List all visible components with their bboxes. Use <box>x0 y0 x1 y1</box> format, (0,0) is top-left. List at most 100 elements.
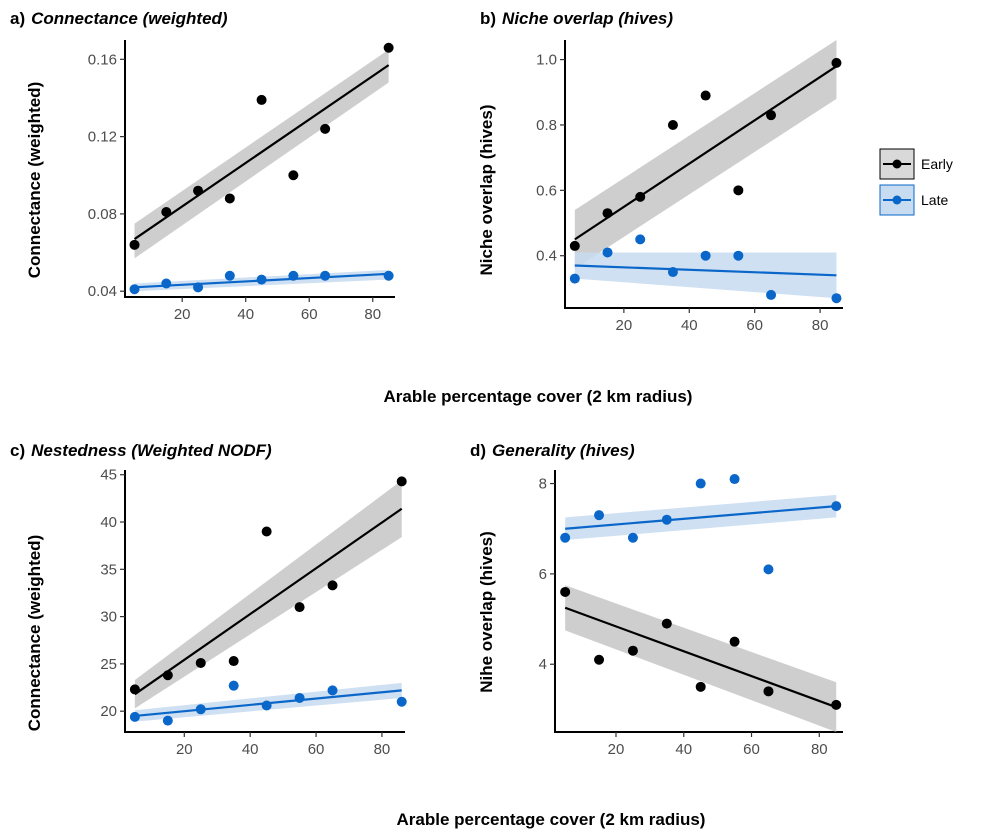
x-tick-label: 40 <box>242 741 259 758</box>
late-data-point <box>195 704 206 715</box>
late-data-point <box>569 273 580 284</box>
late-data-point <box>256 274 267 285</box>
late-data-point <box>602 247 613 258</box>
late-data-point <box>594 510 605 521</box>
legend-early-marker <box>892 159 902 169</box>
y-tick-label: 0.08 <box>88 206 117 223</box>
panel-a-title-text: Connectance (weighted) <box>31 9 228 28</box>
early-data-point <box>224 193 235 204</box>
y-tick-label: 0.12 <box>88 129 117 146</box>
early-fit-line <box>574 65 838 241</box>
late-data-point <box>129 284 140 295</box>
early-data-point <box>193 185 204 196</box>
panel-b-ylabel: Niche overlap (hives) <box>477 104 496 275</box>
early-data-point <box>228 656 239 667</box>
late-data-point <box>700 250 711 261</box>
late-data-point <box>327 685 338 696</box>
early-fit-line <box>133 64 390 240</box>
panel-c-title-text: Nestedness (Weighted NODF) <box>31 441 272 460</box>
y-tick-label: 0.4 <box>536 248 557 265</box>
panel-c-title: c) Nestedness (Weighted NODF) <box>10 441 272 460</box>
early-data-point <box>288 170 299 181</box>
early-data-point <box>256 94 267 105</box>
late-data-point <box>831 293 842 304</box>
early-data-point <box>560 586 571 597</box>
late-data-point <box>224 270 235 281</box>
x-tick-label: 40 <box>681 317 698 334</box>
late-data-point <box>228 680 239 691</box>
late-data-point <box>766 289 777 300</box>
y-tick-label: 6 <box>539 566 547 583</box>
legend-label-late: Late <box>921 192 948 208</box>
early-data-point <box>162 670 173 681</box>
late-data-point <box>733 250 744 261</box>
early-data-point <box>383 42 394 53</box>
early-fit-line <box>134 507 403 696</box>
y-tick-label: 8 <box>539 476 547 493</box>
x-tick-label: 80 <box>374 741 391 758</box>
x-tick-label: 40 <box>237 306 254 323</box>
late-data-point <box>635 234 646 245</box>
x-tick-label: 20 <box>176 741 193 758</box>
early-data-point <box>320 123 331 134</box>
x-tick-label: 60 <box>301 306 318 323</box>
y-tick-label: 0.16 <box>88 51 117 68</box>
early-data-point <box>661 618 672 629</box>
panel-b-plot: 0.4 0.6 0.8 1.0 20 40 60 80 <box>536 40 843 334</box>
late-data-point <box>831 501 842 512</box>
y-tick-label: 25 <box>100 656 117 673</box>
x-tick-label: 20 <box>174 306 191 323</box>
legend-label-early: Early <box>921 156 953 172</box>
late-data-point <box>763 564 774 575</box>
panel-a-plot: 0.04 0.08 0.12 0.16 20 40 60 80 <box>88 40 395 323</box>
early-confidence-band <box>134 480 402 709</box>
early-data-point <box>161 206 172 217</box>
late-data-point <box>661 514 672 525</box>
late-data-point <box>162 715 173 726</box>
x-tick-label: 80 <box>812 317 829 334</box>
early-fit-line <box>564 606 837 709</box>
x-tick-label: 60 <box>308 741 325 758</box>
late-confidence-band <box>574 252 837 299</box>
early-data-point <box>700 90 711 101</box>
late-data-point <box>695 478 706 489</box>
early-data-point <box>327 580 338 591</box>
late-data-point <box>193 282 204 293</box>
x-tick-label: 20 <box>608 741 625 758</box>
x-tick-label: 80 <box>364 306 381 323</box>
panel-b-title-text: Niche overlap (hives) <box>502 9 673 28</box>
early-data-point <box>667 119 678 130</box>
panel-c-ylabel: Connectance (weighted) <box>25 535 44 731</box>
late-data-point <box>129 711 140 722</box>
early-data-point <box>695 681 706 692</box>
early-data-point <box>195 657 206 668</box>
early-data-point <box>763 686 774 697</box>
early-data-point <box>294 602 305 613</box>
early-data-point <box>129 239 140 250</box>
early-data-point <box>602 208 613 219</box>
late-data-point <box>729 474 740 485</box>
panel-c-plot: 20 25 30 35 40 45 20 40 60 80 <box>100 467 407 758</box>
panel-d-plot: 4 6 8 20 40 60 80 <box>539 470 843 758</box>
panel-a-title: a) Connectance (weighted) <box>10 9 228 28</box>
early-data-point <box>129 684 140 695</box>
early-confidence-band <box>134 49 389 259</box>
late-fit-line <box>574 264 837 277</box>
late-data-point <box>627 532 638 543</box>
y-tick-label: 0.6 <box>536 182 557 199</box>
panel-d-title: d) Generality (hives) <box>470 441 635 460</box>
late-data-point <box>261 700 272 711</box>
late-data-point <box>320 270 331 281</box>
early-data-point <box>569 240 580 251</box>
x-tick-label: 20 <box>616 317 633 334</box>
panel-d-title-text: Generality (hives) <box>492 441 635 460</box>
legend: Early Late <box>879 148 953 216</box>
y-tick-label: 30 <box>100 609 117 626</box>
shared-xlabel-top: Arable percentage cover (2 km radius) <box>384 387 693 406</box>
y-tick-label: 0.04 <box>88 283 117 300</box>
early-data-point <box>729 636 740 647</box>
early-data-point <box>733 185 744 196</box>
late-data-point <box>294 692 305 703</box>
early-data-point <box>766 110 777 121</box>
